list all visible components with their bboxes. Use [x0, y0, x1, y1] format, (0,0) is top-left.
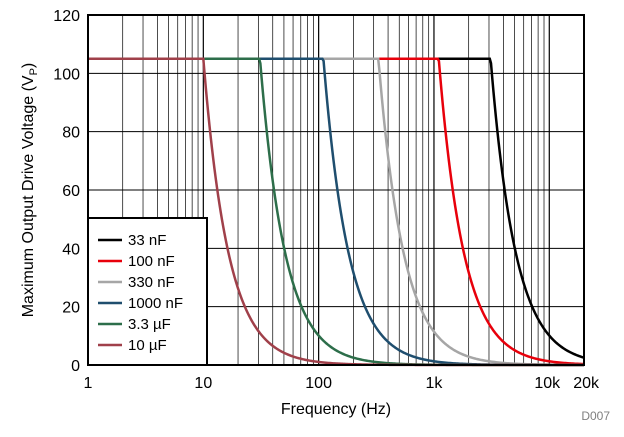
y-tick-label: 100	[53, 66, 80, 83]
x-tick-label: 10	[194, 375, 212, 392]
plot-frame	[87, 14, 585, 366]
y-axis-title: Maximum Output Drive Voltage (VP)	[20, 63, 40, 318]
x-tick-label: 10k	[534, 375, 561, 392]
legend-label: 330 nF	[128, 274, 175, 291]
x-tick-label: 1	[84, 375, 93, 392]
legend-label: 33 nF	[128, 232, 166, 249]
x-tick-label: 1k	[426, 375, 444, 392]
y-tick-labels: 0 20 40 60 80 100 120	[53, 8, 80, 375]
y-tick-label: 0	[71, 358, 80, 375]
y-tick-label: 20	[62, 300, 80, 317]
x-tick-labels: 1 10 100 1k 10k 20k	[84, 375, 600, 392]
legend-label: 3.3 µF	[128, 316, 171, 333]
x-tick-label: 100	[305, 375, 332, 392]
legend: 33 nF 100 nF 330 nF 1000 nF 3.3 µF 10 µF	[87, 217, 208, 366]
x-axis-title: Frequency (Hz)	[281, 401, 391, 418]
grid-lines	[88, 15, 584, 365]
legend-label: 10 µF	[128, 337, 167, 354]
x-tick-label: 20k	[573, 375, 600, 392]
legend-label: 1000 nF	[128, 295, 183, 312]
legend-label: 100 nF	[128, 253, 175, 270]
y-tick-label: 60	[62, 183, 80, 200]
figure-id-label: D007	[581, 409, 610, 423]
y-tick-label: 40	[62, 241, 80, 258]
legend-box	[87, 217, 208, 366]
y-tick-label: 80	[62, 125, 80, 142]
y-tick-label: 120	[53, 8, 80, 25]
